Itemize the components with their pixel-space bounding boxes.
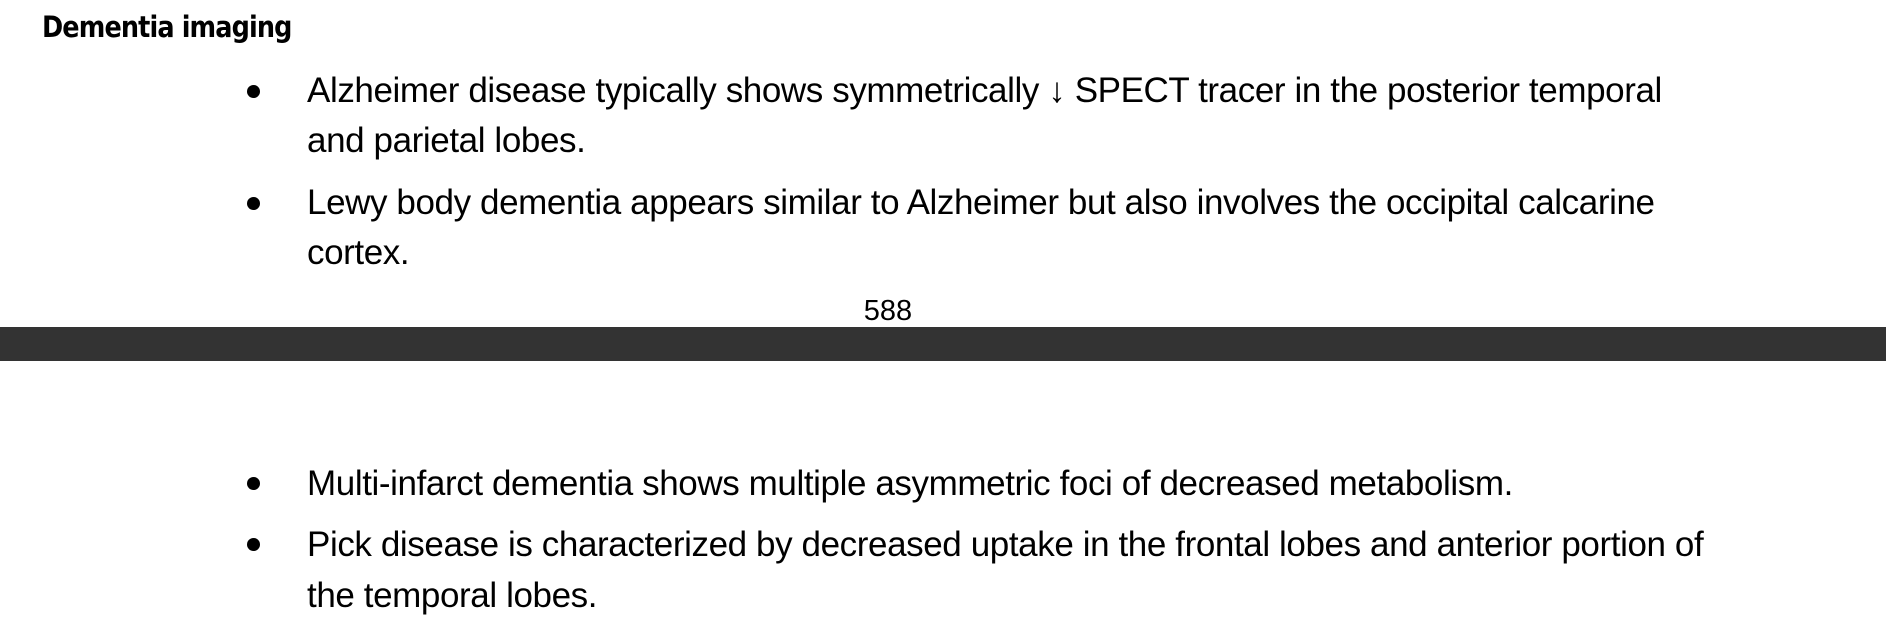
- list-item-text: Alzheimer disease typically shows symmet…: [307, 71, 1662, 160]
- bullet-icon: [247, 197, 260, 210]
- document-page-upper: Dementia imaging Alzheimer disease typic…: [0, 10, 1886, 327]
- list-item: Alzheimer disease typically shows symmet…: [0, 66, 1717, 166]
- section-heading: Dementia imaging: [42, 10, 292, 44]
- bullet-list-top: Alzheimer disease typically shows symmet…: [0, 66, 1886, 290]
- list-item-text: Pick disease is characterized by decreas…: [307, 525, 1704, 615]
- list-item: Pick disease is characterized by decreas…: [0, 519, 1717, 621]
- list-item: Multi-infarct dementia shows multiple as…: [0, 458, 1717, 509]
- list-item: Lewy body dementia appears similar to Al…: [0, 178, 1717, 278]
- bullet-icon: [247, 85, 260, 98]
- document-page-lower: [0, 361, 1886, 632]
- page-number: 588: [863, 295, 913, 327]
- bullet-icon: [247, 538, 260, 551]
- bullet-list-bottom: Multi-infarct dementia shows multiple as…: [0, 458, 1886, 631]
- list-item-text: Multi-infarct dementia shows multiple as…: [307, 464, 1513, 503]
- bullet-icon: [247, 477, 260, 490]
- list-item-text: Lewy body dementia appears similar to Al…: [307, 183, 1655, 272]
- page-separator: [0, 327, 1886, 361]
